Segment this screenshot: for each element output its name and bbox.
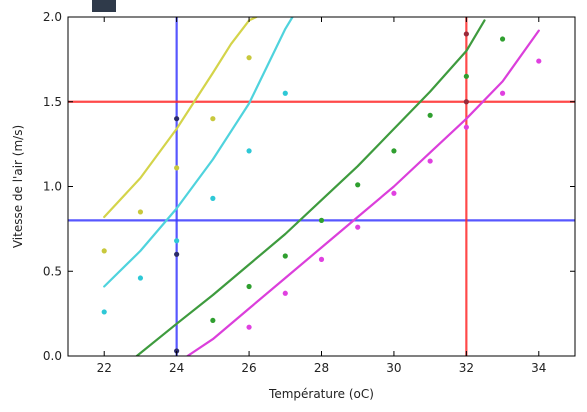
data-point-4-1	[174, 251, 180, 257]
data-point-2-1	[246, 283, 252, 290]
series-curve-0	[103, 17, 258, 219]
data-point-0-0	[101, 248, 107, 254]
x-tick-label: 26	[241, 361, 256, 375]
y-tick-label: 0.0	[43, 349, 62, 363]
corner-artifact	[92, 0, 116, 12]
data-point-1-5	[282, 90, 288, 96]
data-point-2-8	[499, 36, 506, 42]
data-point-1-4	[246, 148, 252, 154]
series-curve-1	[103, 17, 294, 288]
plot-area	[68, 17, 575, 356]
data-point-0-4	[246, 55, 252, 61]
data-point-3-5	[427, 158, 433, 164]
data-point-5-1	[463, 99, 469, 105]
data-point-1-1	[137, 275, 144, 281]
data-point-1-0	[101, 309, 107, 315]
x-tick-label: 32	[459, 361, 474, 375]
plot-frame	[67, 16, 576, 357]
data-point-2-7	[463, 73, 469, 79]
data-point-0-1	[137, 209, 144, 215]
x-tick-label: 24	[169, 361, 184, 375]
data-point-2-3	[318, 217, 325, 223]
series-curve-2	[135, 19, 486, 356]
data-point-2-0	[210, 317, 216, 324]
data-point-2-2	[282, 253, 288, 259]
data-point-3-8	[536, 58, 542, 64]
series-curve-3	[186, 29, 540, 356]
data-point-3-2	[318, 256, 325, 262]
data-point-2-4	[355, 182, 361, 188]
y-tick-label: 0.5	[43, 264, 62, 278]
data-point-3-3	[355, 224, 361, 230]
x-tick-label: 28	[314, 361, 329, 375]
data-point-3-1	[282, 290, 288, 296]
data-point-3-7	[499, 90, 506, 96]
data-point-5-0	[463, 31, 469, 37]
data-point-2-6	[427, 112, 433, 118]
data-point-0-2	[174, 165, 180, 171]
data-point-3-4	[391, 190, 397, 196]
y-axis-label: Vitesse de l'air (m/s)	[11, 125, 25, 248]
data-point-3-6	[463, 124, 469, 130]
data-point-1-2	[174, 238, 180, 244]
y-tick-label: 2.0	[43, 10, 62, 24]
y-tick-label: 1.5	[43, 95, 62, 109]
x-axis-label: Température (oC)	[268, 387, 374, 401]
x-tick-label: 30	[386, 361, 401, 375]
x-tick-label: 34	[531, 361, 546, 375]
x-tick-label: 22	[97, 361, 112, 375]
data-point-2-5	[391, 148, 397, 154]
y-tick-label: 1.0	[43, 180, 62, 194]
data-point-4-2	[174, 348, 180, 354]
data-point-1-3	[210, 195, 216, 201]
data-point-4-0	[174, 116, 180, 122]
axes-ticks: 22 24 26 28 30 32 34 0.0 0.5 1.0 1.5 2.0	[43, 10, 575, 375]
data-point-0-3	[210, 116, 216, 122]
data-point-3-0	[246, 324, 252, 330]
